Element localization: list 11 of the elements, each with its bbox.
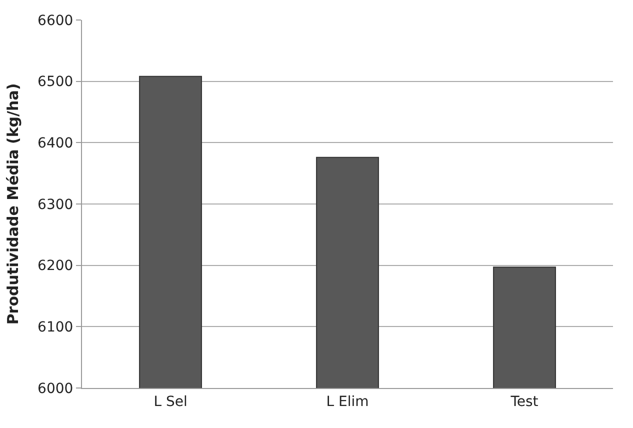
y-tick-label: 6000 <box>38 380 74 397</box>
y-tick-label: 6500 <box>38 74 74 90</box>
y-tick-label: 6300 <box>38 196 74 213</box>
x-tick-label: Test <box>510 394 539 410</box>
y-tick-label: 6200 <box>38 258 74 274</box>
y-tick-label: 6600 <box>38 12 74 29</box>
y-tick-label: 6400 <box>38 136 74 152</box>
x-tick-label: L Elim <box>326 394 369 410</box>
y-tick-label: 6100 <box>38 320 74 336</box>
x-tick-label: L Sel <box>154 394 188 410</box>
y-axis-title: Produtividade Média (kg/ha) <box>4 83 22 325</box>
